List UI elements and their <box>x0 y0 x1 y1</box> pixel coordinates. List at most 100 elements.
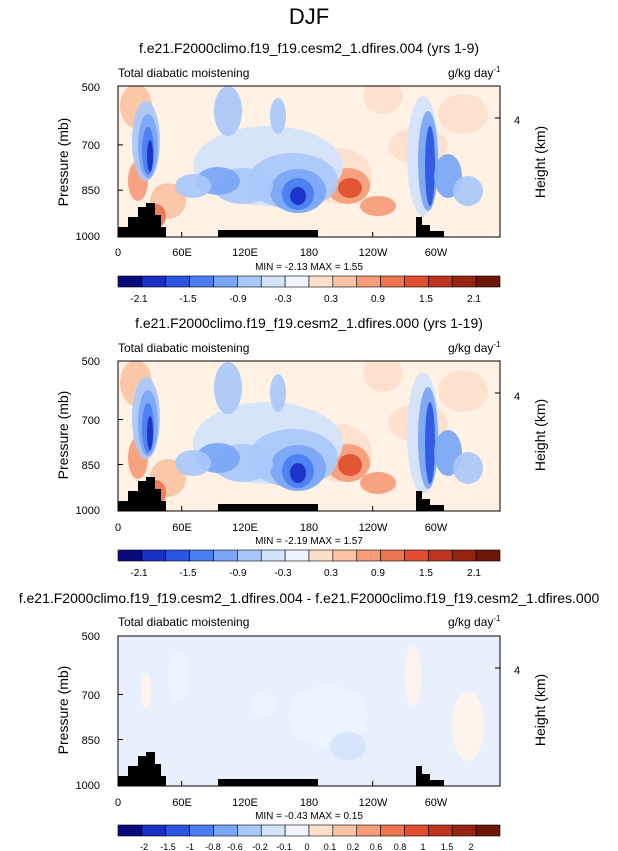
colorbar-box <box>428 275 453 288</box>
colorbar-box <box>380 549 405 562</box>
colorbar-box <box>260 549 286 562</box>
panel-3-xtick-180: 180 <box>300 797 318 809</box>
panel-3-xtick-60w: 60W <box>425 797 448 809</box>
contour-blob <box>405 646 421 706</box>
panel-2-title: f.e21.F2000climo.f19_f19.cesm2_1.dfires.… <box>135 315 483 331</box>
contour-blob <box>251 694 275 718</box>
panel-1-ytick-850: 850 <box>82 185 100 197</box>
panel-3-xtick-120w: 120W <box>359 797 388 809</box>
panel-3-xtick-60e: 60E <box>172 797 192 809</box>
contour-field <box>118 86 500 237</box>
page-title: DJF <box>289 4 329 29</box>
panel-3-cb-label-13: 1.5 <box>441 842 454 851</box>
panel-2-ylabel: Pressure (mb) <box>55 391 71 480</box>
panel-1-ytick-700: 700 <box>82 140 100 152</box>
colorbar-box <box>237 824 262 837</box>
contour-blob <box>147 416 153 450</box>
topography-mask <box>422 225 430 237</box>
colorbar-box <box>165 549 190 562</box>
panel-3-cb-label-4: -0.6 <box>227 842 243 851</box>
contour-blob <box>147 140 153 172</box>
colorbar-box <box>189 824 214 837</box>
panel-3-cb-label-5: -0.2 <box>252 842 268 851</box>
colorbar-box <box>380 275 405 288</box>
panel-3-left-label: Total diabatic moistening <box>118 615 249 629</box>
contour-field <box>118 636 500 786</box>
contour-blob <box>453 452 483 484</box>
contour-blob <box>363 86 403 114</box>
contour-blob <box>270 98 286 134</box>
contour-blob <box>438 94 488 134</box>
contour-blob <box>452 691 484 761</box>
topography-mask <box>138 756 146 786</box>
panel-1-cb-label-5: 0.9 <box>371 294 385 305</box>
colorbar-box <box>308 275 334 288</box>
colorbar-box <box>284 824 310 837</box>
panel-1-ytick-1000: 1000 <box>76 231 100 243</box>
topography-mask <box>161 227 166 237</box>
topography-mask <box>218 779 318 786</box>
colorbar-box <box>284 549 310 562</box>
panel-3-ytick-850: 850 <box>82 735 100 747</box>
colorbar-box <box>189 275 214 288</box>
contour-blob <box>214 362 242 414</box>
topography-mask <box>118 501 128 511</box>
topography-mask <box>422 499 430 511</box>
colorbar-box <box>213 549 238 562</box>
contour-blob <box>330 732 366 760</box>
colorbar-box <box>237 275 262 288</box>
colorbar-box <box>117 275 143 288</box>
panel-3-xtick-120e: 120E <box>232 797 258 809</box>
panel-1-ylabel-right: Height (km) <box>532 126 548 198</box>
contour-blob <box>168 651 188 701</box>
colorbar-box <box>141 275 167 288</box>
contour-blob <box>425 126 435 206</box>
topography-mask <box>430 231 444 237</box>
panel-2-cb-label-4: 0.3 <box>324 568 338 579</box>
contour-blob <box>214 86 242 136</box>
panel-1-cb-label-0: -2.1 <box>130 294 148 305</box>
panel-3-cb-label-1: -1.5 <box>160 842 176 851</box>
panel-1-title: f.e21.F2000climo.f19_f19.cesm2_1.dfires.… <box>139 40 479 56</box>
colorbar-box <box>260 275 286 288</box>
panel-3-cb-label-0: -2 <box>140 842 148 851</box>
panel-3: f.e21.F2000climo.f19_f19.cesm2_1.dfires.… <box>19 590 600 851</box>
panel-2-ytick-500: 500 <box>82 356 100 368</box>
panel-1-ytick-right-4: 4 <box>514 115 520 127</box>
panel-1-cb-label-1: -1.5 <box>179 294 197 305</box>
topography-mask <box>416 766 422 786</box>
colorbar-box <box>451 549 477 562</box>
topography-mask <box>430 780 444 786</box>
topography-mask <box>161 501 166 511</box>
topography-mask <box>146 752 155 786</box>
panel-1-cb-label-4: 0.3 <box>324 294 338 305</box>
colorbar-box <box>308 549 334 562</box>
contour-blob <box>363 361 403 392</box>
panel-3-cb-label-8: 0.1 <box>324 842 337 851</box>
panel-1-left-label: Total diabatic moistening <box>118 66 249 80</box>
panel-2-left-label: Total diabatic moistening <box>118 341 249 355</box>
panel-2-unit-label: g/kg day-1 <box>448 340 501 355</box>
topography-mask <box>118 227 128 237</box>
panel-2-cb-label-0: -2.1 <box>130 568 148 579</box>
panel-3-cb-label-6: -0.1 <box>276 842 292 851</box>
colorbar-box <box>356 824 381 837</box>
panel-3-ytick-1000: 1000 <box>76 780 100 792</box>
panel-3-cb-label-11: 0.8 <box>394 842 407 851</box>
colorbar-box <box>332 824 358 837</box>
panel-2: f.e21.F2000climo.f19_f19.cesm2_1.dfires.… <box>55 315 548 579</box>
panel-2-cb-label-3: -0.3 <box>274 568 292 579</box>
contour-blob <box>438 370 488 412</box>
panel-1-unit-label: g/kg day-1 <box>448 65 501 80</box>
topography-mask <box>161 776 166 786</box>
topography-mask <box>155 489 161 511</box>
colorbar-box <box>428 824 453 837</box>
colorbar-box <box>117 549 143 562</box>
colorbar-box <box>451 275 477 288</box>
colorbar-box <box>404 824 429 837</box>
topography-mask <box>218 504 318 511</box>
colorbar-box <box>428 549 453 562</box>
topography-mask <box>155 215 161 237</box>
colorbar-box <box>165 824 190 837</box>
colorbar-box <box>475 549 501 562</box>
